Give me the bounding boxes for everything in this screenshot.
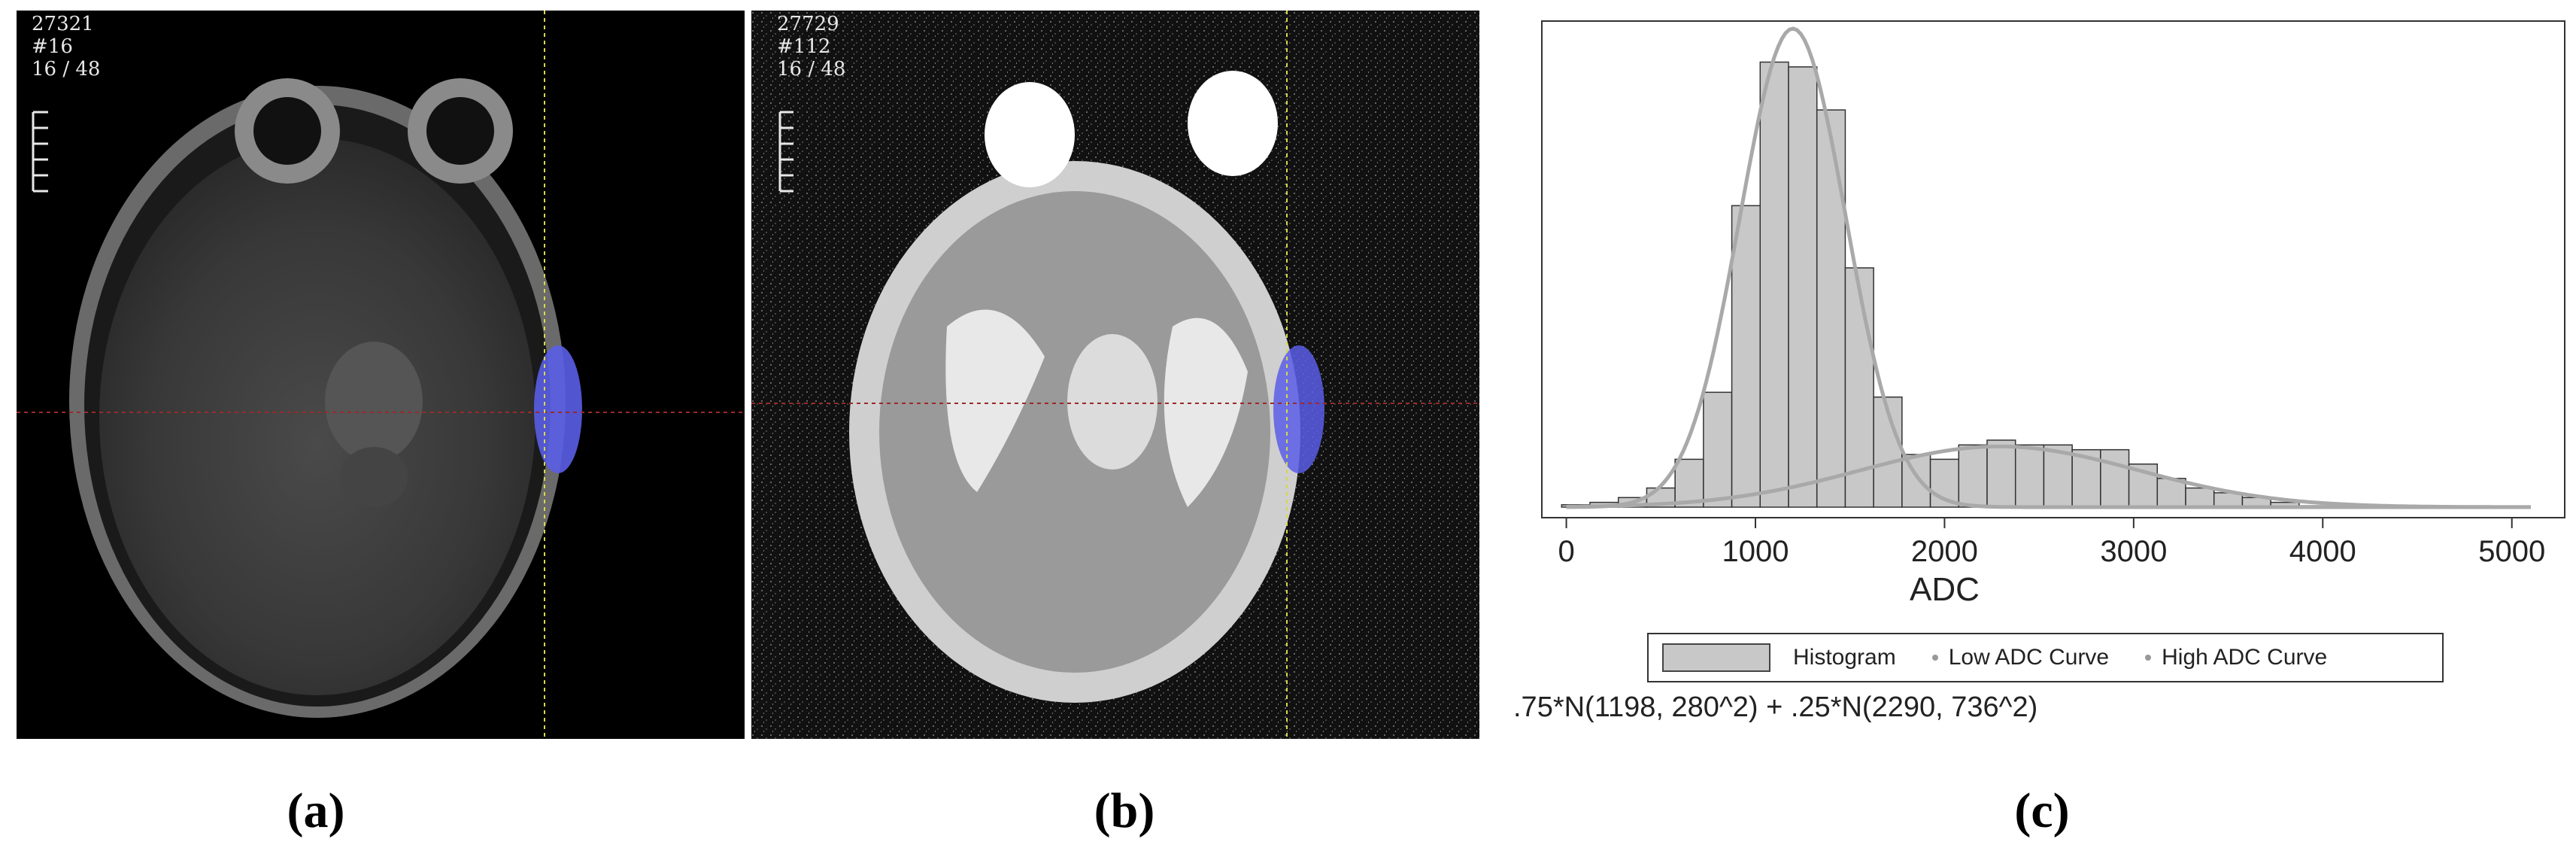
roi-region-a xyxy=(534,345,582,473)
image-number-b: #112 xyxy=(777,35,831,58)
x-tick-label: 5000 xyxy=(2478,535,2545,568)
slice-index-a: 16 / 48 xyxy=(32,58,101,81)
legend-swatch-histogram xyxy=(1662,643,1770,672)
legend-marker-low-adc xyxy=(1931,655,1938,661)
x-tick-label: 0 xyxy=(1558,535,1574,568)
image-number-a: #16 xyxy=(32,35,73,58)
histogram-bar xyxy=(1873,396,1903,508)
legend-item-high-adc: High ADC Curve xyxy=(2122,645,2327,670)
legend-label-high-adc: High ADC Curve xyxy=(2162,645,2328,670)
histogram-bar xyxy=(1674,458,1704,508)
mixture-formula: .75*N(1198, 280^2) + .25*N(2290, 736^2) xyxy=(1513,691,2038,723)
slice-index-b: 16 / 48 xyxy=(777,58,846,81)
plot-area xyxy=(1541,20,2565,518)
series-id-b: 27729 xyxy=(777,13,839,35)
legend-item-low-adc: Low ADC Curve xyxy=(1910,645,2109,670)
histogram-bar xyxy=(1788,66,1818,508)
mri-panel-b: 27729 #112 16 / 48 xyxy=(751,11,1479,739)
histogram-bar xyxy=(2185,487,2215,508)
x-tick-label: 4000 xyxy=(2289,535,2356,568)
legend-label-histogram: Histogram xyxy=(1793,645,1896,670)
mri-panel-a: 27321 #16 16 / 48 xyxy=(17,11,745,739)
chart-legend: Histogram Low ADC Curve High ADC Curve xyxy=(1647,633,2444,682)
histogram-bar xyxy=(2014,444,2045,508)
adc-eye-left xyxy=(985,82,1075,187)
x-tick-label: 2000 xyxy=(1911,535,1978,568)
histogram-bar xyxy=(1759,61,1789,508)
high-adc-curve xyxy=(1566,444,2531,509)
caption-c: (c) xyxy=(2014,783,2070,838)
series-id-a: 27321 xyxy=(32,13,94,35)
histogram-bar xyxy=(2043,444,2073,508)
brain-region xyxy=(99,138,536,695)
caption-a: (a) xyxy=(287,783,345,838)
mri-image-b xyxy=(751,11,1479,739)
histogram-bar xyxy=(1986,439,2016,508)
mri-image-a xyxy=(17,11,745,739)
adc-eye-right xyxy=(1188,71,1278,176)
histogram-bar xyxy=(1731,205,1761,508)
legend-item-histogram: Histogram xyxy=(1662,643,1896,672)
midbrain xyxy=(325,342,423,462)
histogram-bar xyxy=(1958,444,1988,508)
x-tick-label: 3000 xyxy=(2100,535,2167,568)
legend-marker-high-adc xyxy=(2145,655,2152,661)
histogram-bar xyxy=(2100,448,2130,508)
x-axis-label: ADC xyxy=(1910,571,1980,608)
x-tick-label: 1000 xyxy=(1722,535,1789,568)
histogram-bar xyxy=(1703,391,1733,508)
histogram-panel: 0 1000 2000 3000 4000 5000 ADC Histogram Low … xyxy=(1512,11,2576,763)
caption-b: (b) xyxy=(1094,783,1155,838)
legend-label-low-adc: Low ADC Curve xyxy=(1948,645,2110,670)
histogram-chart: 0 1000 2000 3000 4000 5000 ADC xyxy=(1541,20,2565,608)
scale-ruler-b xyxy=(778,111,793,193)
roi-region-b xyxy=(1273,345,1324,473)
scale-ruler-a xyxy=(32,111,48,193)
histogram-bar xyxy=(1816,109,1846,508)
